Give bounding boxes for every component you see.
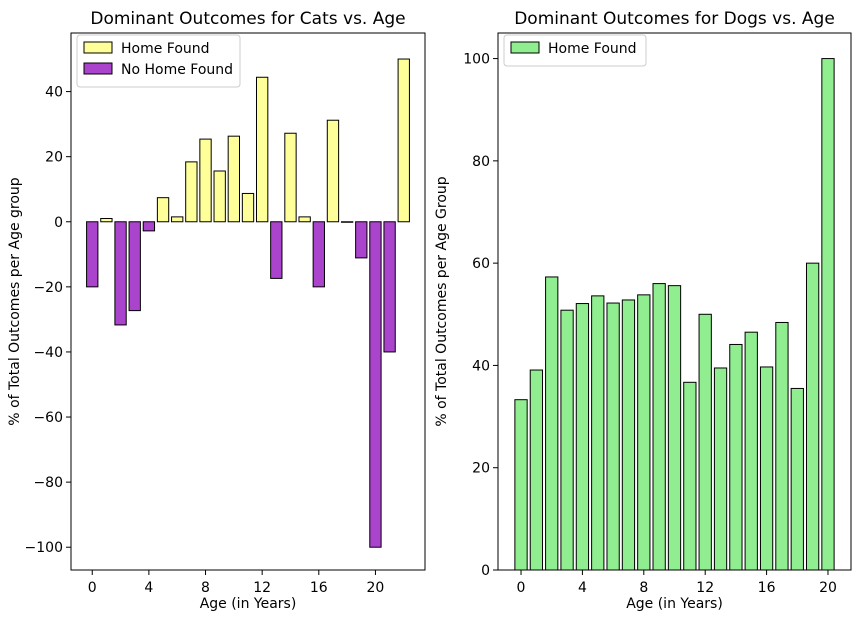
cats-legend-label: No Home Found [121, 62, 233, 78]
cats-bar-series-a-8 [199, 138, 212, 223]
dogs-y-tick-label: 40 [472, 358, 490, 374]
cats-legend-box [76, 34, 241, 88]
cats-bar-series-a-1 [100, 218, 113, 223]
dogs-bar-series-a-5 [591, 295, 605, 571]
cats-bar-series-b-0 [86, 221, 99, 288]
dogs-x-tick-label: 20 [819, 580, 837, 596]
dogs-bar-series-a-20 [821, 58, 835, 571]
dogs-bar-series-a-16 [759, 366, 774, 571]
dogs-x-axis-label: Age (in Years) [626, 596, 723, 612]
cats-bar-series-a-15 [298, 216, 311, 223]
dogs-y-tick-label: 100 [463, 52, 490, 68]
cats-chart-panel: Dominant Outcomes for Cats vs. Age 0 4 8 12 1… [7, 9, 426, 612]
cats-bar-series-b-16 [312, 221, 325, 288]
cats-bar-series-a-22 [397, 58, 410, 223]
cats-x-tick-label: 20 [367, 580, 385, 596]
cats-bar-series-a-10 [227, 135, 241, 223]
dogs-bar-series-a-15 [744, 331, 758, 571]
cats-bar-series-b-4 [142, 221, 156, 232]
cats-x-tick-label: 8 [201, 580, 210, 596]
dogs-y-tick-label: 60 [472, 256, 490, 272]
dogs-bar-series-a-1 [529, 369, 544, 571]
cats-x-tick-label: 4 [144, 580, 153, 596]
cats-bar-series-a-11 [241, 192, 255, 223]
dogs-x-tick-label: 8 [639, 580, 648, 596]
cats-bar-series-a-5 [156, 197, 170, 223]
cats-bar-series-a-18 [340, 221, 354, 223]
dogs-bar-series-a-4 [575, 303, 590, 571]
cats-bar-series-b-19 [355, 221, 368, 259]
cats-y-tick-label: −20 [33, 280, 63, 296]
dogs-bar-series-a-8 [637, 294, 651, 571]
dogs-axes-frame [497, 32, 852, 571]
dogs-bar-series-a-11 [683, 381, 697, 571]
dogs-chart-title: Dominant Outcomes for Dogs vs. Age [514, 9, 835, 29]
dogs-bar-series-a-7 [621, 299, 636, 571]
dogs-legend-swatch [510, 41, 540, 54]
dogs-bar-series-a-14 [729, 343, 743, 571]
cats-legend-label: Home Found [121, 41, 210, 57]
dogs-bar-series-a-10 [667, 285, 682, 571]
cats-legend: Home Found No Home Found [76, 34, 241, 88]
dogs-y-tick-label: 0 [481, 563, 490, 579]
cats-y-tick-label: −60 [33, 410, 63, 426]
dogs-y-axis-label: % of Total Outcomes per Age Group [434, 176, 450, 426]
cats-x-tick-label: 12 [253, 580, 271, 596]
cats-y-tick-label: −80 [33, 475, 63, 491]
cats-y-tick-label: 0 [54, 215, 63, 231]
dogs-bar-series-a-18 [790, 387, 804, 571]
dogs-x-tick-label: 12 [696, 580, 714, 596]
cats-bar-series-b-21 [383, 221, 396, 353]
cats-bar-series-b-3 [128, 221, 141, 312]
cats-y-tick-label: −100 [25, 540, 63, 556]
cats-bar-series-a-6 [171, 216, 184, 223]
cats-bar-series-a-14 [284, 132, 297, 223]
dogs-bar-series-a-3 [560, 309, 574, 571]
cats-bar-series-b-2 [114, 221, 127, 326]
dogs-x-tick-label: 0 [517, 580, 526, 596]
cats-bar-series-a-9 [213, 170, 226, 223]
cats-x-axis-label: Age (in Years) [200, 596, 297, 612]
cats-y-tick-label: 20 [45, 150, 63, 166]
cats-legend-swatch [83, 62, 113, 75]
cats-bar-series-b-13 [270, 221, 283, 279]
dogs-y-tick-label: 20 [472, 461, 490, 477]
cats-x-tick-label: 16 [310, 580, 328, 596]
dogs-bar-series-a-9 [652, 283, 666, 571]
dogs-x-tick-label: 4 [578, 580, 587, 596]
dogs-bar-series-a-12 [698, 313, 712, 571]
cats-bar-series-b-20 [369, 221, 382, 548]
dogs-x-tick-label: 16 [758, 580, 776, 596]
dogs-legend: Home Found [503, 34, 647, 67]
cats-bar-series-a-12 [255, 76, 269, 223]
dogs-y-tick-label: 80 [472, 154, 490, 170]
dogs-bar-series-a-0 [514, 399, 528, 571]
cats-chart-title: Dominant Outcomes for Cats vs. Age [90, 9, 405, 29]
dogs-bar-series-a-2 [545, 276, 559, 571]
dogs-legend-label: Home Found [548, 41, 637, 57]
cats-bar-series-a-17 [326, 119, 340, 223]
cats-y-tick-label: 40 [45, 85, 63, 101]
cats-y-axis-label: % of Total Outcomes per Age group [7, 177, 23, 425]
cats-legend-swatch [83, 41, 113, 54]
cats-bar-series-a-7 [185, 161, 198, 223]
dogs-bar-series-a-6 [606, 302, 620, 571]
dogs-chart-panel: Dominant Outcomes for Dogs vs. Age 0 4 8 12 1… [434, 9, 852, 612]
cats-axes-frame [70, 32, 426, 571]
cats-x-tick-label: 0 [88, 580, 97, 596]
dogs-bar-series-a-17 [775, 321, 789, 571]
dogs-bar-series-a-19 [805, 262, 820, 571]
dogs-bar-series-a-13 [713, 367, 728, 571]
cats-y-tick-label: −40 [33, 345, 63, 361]
